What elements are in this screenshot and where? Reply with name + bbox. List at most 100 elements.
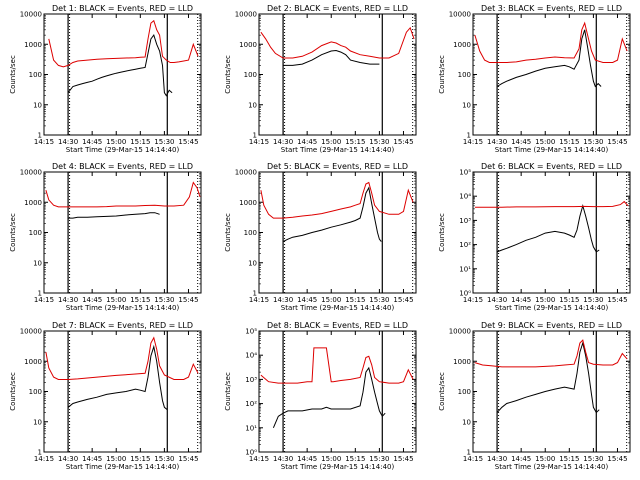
y-tick-label: 1 xyxy=(253,132,257,140)
x-tick-label: 14:45 xyxy=(82,455,102,463)
y-tick-label: 10 xyxy=(33,259,42,267)
x-tick-label: 14:45 xyxy=(511,296,531,304)
y-tick-label: 100 xyxy=(244,71,257,79)
y-tick-label: 1000 xyxy=(239,41,257,49)
y-tick-label: 1000 xyxy=(24,41,42,49)
y-tick-label: 10 xyxy=(462,101,471,109)
x-tick-label: 15:45 xyxy=(393,138,413,146)
panel-det-3: Det 3: BLACK = Events, RED = LLD 1 10 100 10… xyxy=(438,4,631,154)
x-tick-label: 15:00 xyxy=(106,296,126,304)
x-tick-label: 14:30 xyxy=(273,138,293,146)
x-tick-label: 14:45 xyxy=(82,296,102,304)
x-tick-label: 15:15 xyxy=(345,455,365,463)
panel-title: Det 1: BLACK = Events, RED = LLD xyxy=(52,4,193,13)
x-tick-label: 15:30 xyxy=(369,296,389,304)
series-line-lld xyxy=(474,21,628,63)
x-tick-label: 14:15 xyxy=(34,455,54,463)
panel-title: Det 7: BLACK = Events, RED = LLD xyxy=(52,321,193,330)
x-tick-label: 15:45 xyxy=(393,296,413,304)
series-line-events xyxy=(496,203,600,253)
series-line-events xyxy=(67,344,168,411)
panel-det-9: Det 9: BLACK = Events, RED = LLD 1 10 100 10… xyxy=(438,321,631,471)
x-tick-label: 14:15 xyxy=(463,455,483,463)
x-tick-label: 14:15 xyxy=(34,296,54,304)
y-tick-label: 1 xyxy=(38,132,42,140)
y-tick-label: 10⁵ xyxy=(459,169,471,177)
y-axis-label: Counts/sec xyxy=(224,213,232,252)
y-tick-label: 100 xyxy=(29,388,42,396)
series-line-events xyxy=(272,366,386,428)
y-axis-label: Counts/sec xyxy=(438,55,446,94)
panel-det-1: Det 1: BLACK = Events, RED = LLD 1 10 100 10… xyxy=(9,4,202,154)
y-tick-label: 1 xyxy=(38,290,42,298)
y-tick-label: 10 xyxy=(33,418,42,426)
x-tick-label: 15:45 xyxy=(607,138,627,146)
x-tick-label: 15:00 xyxy=(535,138,555,146)
x-tick-label: 15:15 xyxy=(345,138,365,146)
x-tick-label: 15:15 xyxy=(559,296,579,304)
series-line-lld xyxy=(48,19,199,68)
series-line-events xyxy=(496,341,600,414)
x-tick-label: 15:15 xyxy=(559,455,579,463)
x-tick-label: 15:00 xyxy=(106,455,126,463)
series-line-events xyxy=(68,212,160,219)
y-tick-label: 1000 xyxy=(239,199,257,207)
y-tick-label: 10⁵ xyxy=(245,328,257,336)
panel-title: Det 9: BLACK = Events, RED = LLD xyxy=(481,321,622,330)
panel-det-8: Det 8: BLACK = Events, RED = LLD 10⁰ 10¹ 10… xyxy=(224,321,417,471)
series-line-lld xyxy=(45,336,199,380)
x-tick-label: 15:30 xyxy=(369,455,389,463)
y-axis-label: Counts/sec xyxy=(9,213,17,252)
x-tick-label: 15:00 xyxy=(535,455,555,463)
y-tick-label: 10000 xyxy=(20,11,42,19)
series-line-lld xyxy=(474,200,629,208)
x-tick-label: 15:00 xyxy=(321,296,341,304)
x-axis-label: Start Time (29-Mar-15 14:14:40) xyxy=(281,463,395,471)
y-tick-label: 10⁰ xyxy=(245,449,257,457)
x-tick-label: 15:15 xyxy=(130,296,150,304)
series-line-events xyxy=(67,34,173,97)
y-tick-label: 10¹ xyxy=(245,424,257,432)
y-tick-label: 10000 xyxy=(235,169,257,177)
series-line-events xyxy=(496,29,602,88)
x-tick-label: 15:30 xyxy=(154,296,174,304)
y-axis-label: Counts/sec xyxy=(224,372,232,411)
x-axis-label: Start Time (29-Mar-15 14:14:40) xyxy=(66,463,180,471)
x-tick-label: 14:30 xyxy=(273,296,293,304)
y-tick-label: 10000 xyxy=(449,11,471,19)
x-tick-label: 15:45 xyxy=(178,455,198,463)
panel-det-7: Det 7: BLACK = Events, RED = LLD 1 10 100 10… xyxy=(9,321,202,471)
y-axis-label: Counts/sec xyxy=(9,372,17,411)
x-tick-label: 14:45 xyxy=(297,138,317,146)
y-tick-label: 10 xyxy=(248,259,257,267)
series-line-lld xyxy=(260,347,414,384)
x-tick-label: 14:30 xyxy=(58,296,78,304)
x-tick-label: 15:30 xyxy=(154,138,174,146)
series-line-events xyxy=(283,49,380,66)
x-tick-label: 14:45 xyxy=(297,296,317,304)
y-tick-label: 1 xyxy=(253,290,257,298)
x-tick-label: 14:30 xyxy=(273,455,293,463)
x-tick-label: 14:45 xyxy=(511,138,531,146)
y-tick-label: 10000 xyxy=(449,328,471,336)
x-tick-label: 14:45 xyxy=(297,455,317,463)
y-tick-label: 10¹ xyxy=(459,265,471,273)
x-tick-label: 14:15 xyxy=(463,296,483,304)
y-tick-label: 10 xyxy=(33,101,42,109)
x-tick-label: 14:45 xyxy=(511,455,531,463)
x-tick-label: 14:15 xyxy=(34,138,54,146)
x-tick-label: 15:00 xyxy=(321,138,341,146)
y-tick-label: 10⁴ xyxy=(245,352,257,360)
y-tick-label: 10000 xyxy=(235,11,257,19)
x-tick-label: 15:45 xyxy=(607,455,627,463)
x-tick-label: 15:30 xyxy=(369,138,389,146)
x-tick-label: 14:30 xyxy=(487,296,507,304)
x-tick-label: 15:15 xyxy=(130,455,150,463)
y-axis-label: Counts/sec xyxy=(438,372,446,411)
y-tick-label: 100 xyxy=(244,229,257,237)
x-tick-label: 14:45 xyxy=(82,138,102,146)
y-tick-label: 1 xyxy=(467,449,471,457)
x-tick-label: 14:15 xyxy=(249,296,269,304)
y-tick-label: 100 xyxy=(29,71,42,79)
